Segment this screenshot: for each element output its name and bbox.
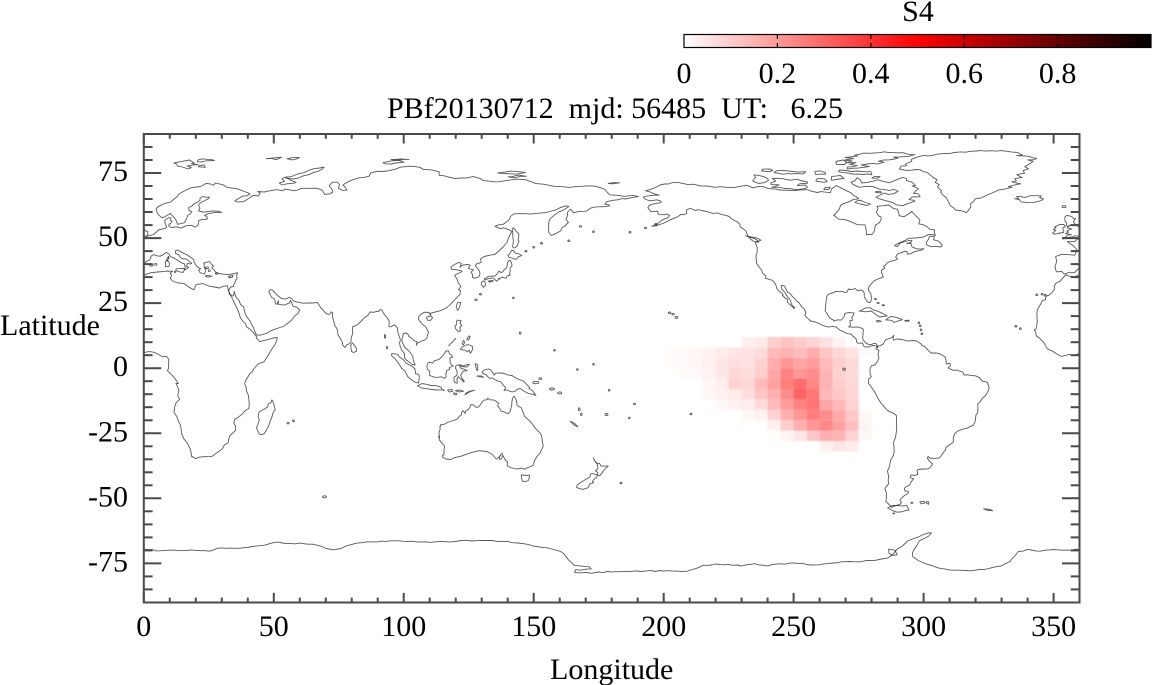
svg-text:0.4: 0.4	[852, 57, 890, 90]
svg-text:0: 0	[113, 350, 128, 383]
svg-text:350: 350	[1031, 610, 1076, 643]
svg-text:Longitude: Longitude	[550, 653, 673, 685]
svg-text:S4: S4	[902, 0, 934, 28]
svg-text:0.6: 0.6	[945, 57, 983, 90]
svg-text:250: 250	[771, 610, 816, 643]
svg-text:50: 50	[98, 220, 128, 253]
svg-text:50: 50	[259, 610, 289, 643]
svg-text:0: 0	[677, 57, 692, 90]
svg-text:0.2: 0.2	[759, 57, 797, 90]
svg-text:75: 75	[98, 155, 128, 188]
svg-text:100: 100	[381, 610, 426, 643]
svg-text:200: 200	[641, 610, 686, 643]
svg-text:0: 0	[136, 610, 151, 643]
svg-text:-25: -25	[88, 415, 128, 448]
svg-text:-50: -50	[88, 480, 128, 513]
svg-text:Latitude: Latitude	[0, 309, 100, 342]
svg-text:25: 25	[98, 285, 128, 318]
svg-text:0.8: 0.8	[1039, 57, 1077, 90]
svg-text:PBf20130712 mjd: 56485 UT:: PBf20130712 mjd: 56485 UT: 6.25	[387, 92, 843, 125]
svg-text:150: 150	[511, 610, 556, 643]
svg-text:-75: -75	[88, 545, 128, 578]
svg-text:300: 300	[901, 610, 946, 643]
